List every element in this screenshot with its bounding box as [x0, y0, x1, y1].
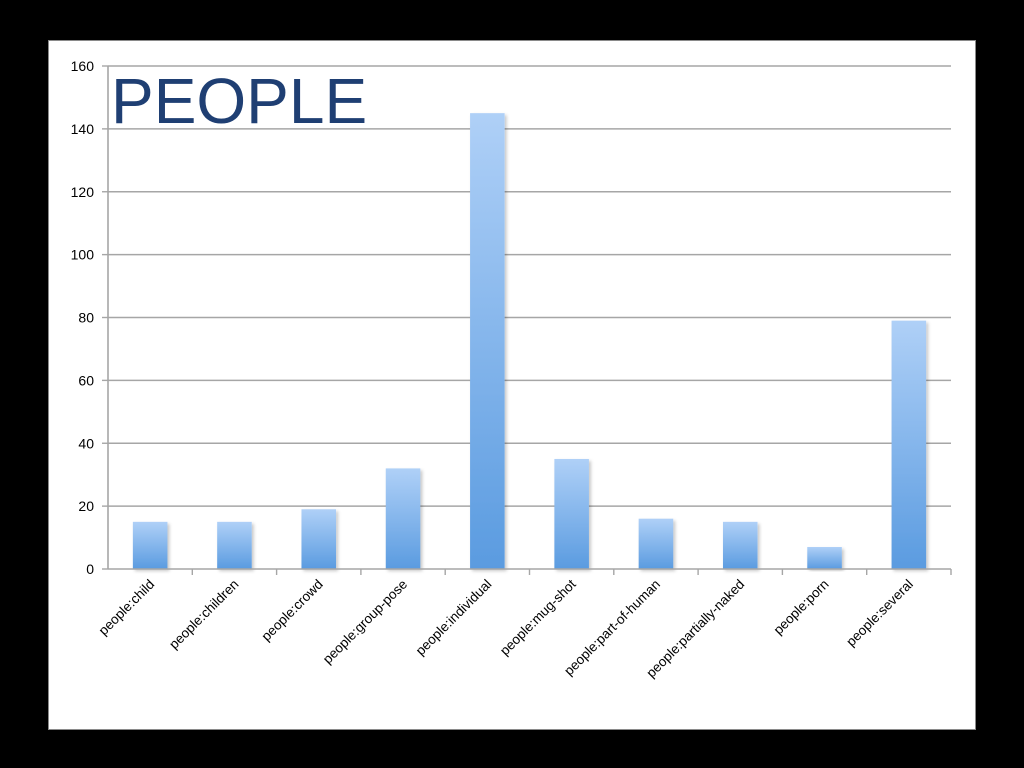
y-tick-label: 60 [78, 372, 94, 388]
bar-people-part-of-human [638, 518, 674, 569]
bar-people-crowd [301, 509, 337, 569]
bar-people-group-pose [385, 468, 421, 569]
gridlines [108, 65, 951, 507]
x-category-label: people:porn [771, 577, 832, 638]
y-tick-label: 120 [71, 184, 95, 200]
bar-people-several [891, 320, 927, 569]
bar-people-partially-naked [722, 521, 758, 569]
x-category-label: people:part-of-human [561, 577, 663, 679]
y-tick-labels: 0 20 40 60 80 100 120 140 160 [71, 58, 95, 577]
x-category-label: people:mug-shot [497, 576, 579, 658]
y-tick-label: 40 [78, 435, 94, 451]
bar-people-child [132, 521, 168, 569]
y-tick-label: 160 [71, 58, 95, 74]
bars [132, 113, 927, 569]
y-tick-label: 140 [71, 121, 95, 137]
axes [102, 65, 952, 575]
y-tick-label: 20 [78, 498, 94, 514]
bar-people-individual [470, 113, 505, 569]
chart-panel: 0 20 40 60 80 100 120 140 160 people:child people… [48, 40, 976, 730]
bar-people-porn [807, 546, 842, 569]
y-tick-label: 100 [71, 247, 95, 263]
x-category-label: people:group-pose [320, 577, 410, 667]
y-tick-label: 0 [86, 561, 94, 577]
x-category-label: people:partially-naked [643, 577, 747, 681]
x-category-label: people:individual [413, 577, 495, 659]
chart-title: PEOPLE [111, 65, 367, 137]
x-category-label: people:children [166, 577, 241, 652]
x-category-label: people:crowd [258, 577, 325, 644]
x-category-label: people:child [96, 577, 158, 639]
bar-people-children [217, 521, 252, 569]
x-category-label: people:several [843, 577, 916, 650]
x-category-labels: people:child people:children people:crowdp… [96, 576, 916, 680]
y-tick-label: 80 [78, 310, 94, 326]
bar-people-mug-shot [554, 458, 589, 569]
